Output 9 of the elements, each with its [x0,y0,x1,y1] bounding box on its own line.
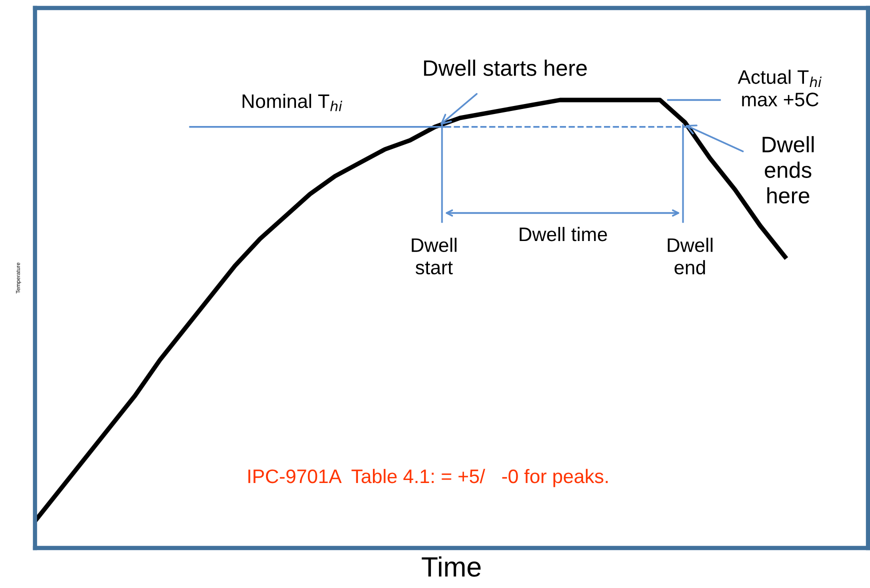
annotation: Dwell start [412,238,456,274]
annotation: IPC-9701A Table 4.1: = +5/ -0 for peaks. [248,468,608,488]
ref-line-label: Actual T$_{hi}$ max +5C [738,70,822,106]
annotation: Dwell end [668,238,712,274]
annotation: Dwell ends here [762,136,814,204]
text: Dwell starts here [424,60,587,76]
annotation: Dwell time [520,226,607,242]
x-axis-title: Time [422,556,481,577]
ref-line-label: Nominal T$_{hi}$ [242,94,342,112]
